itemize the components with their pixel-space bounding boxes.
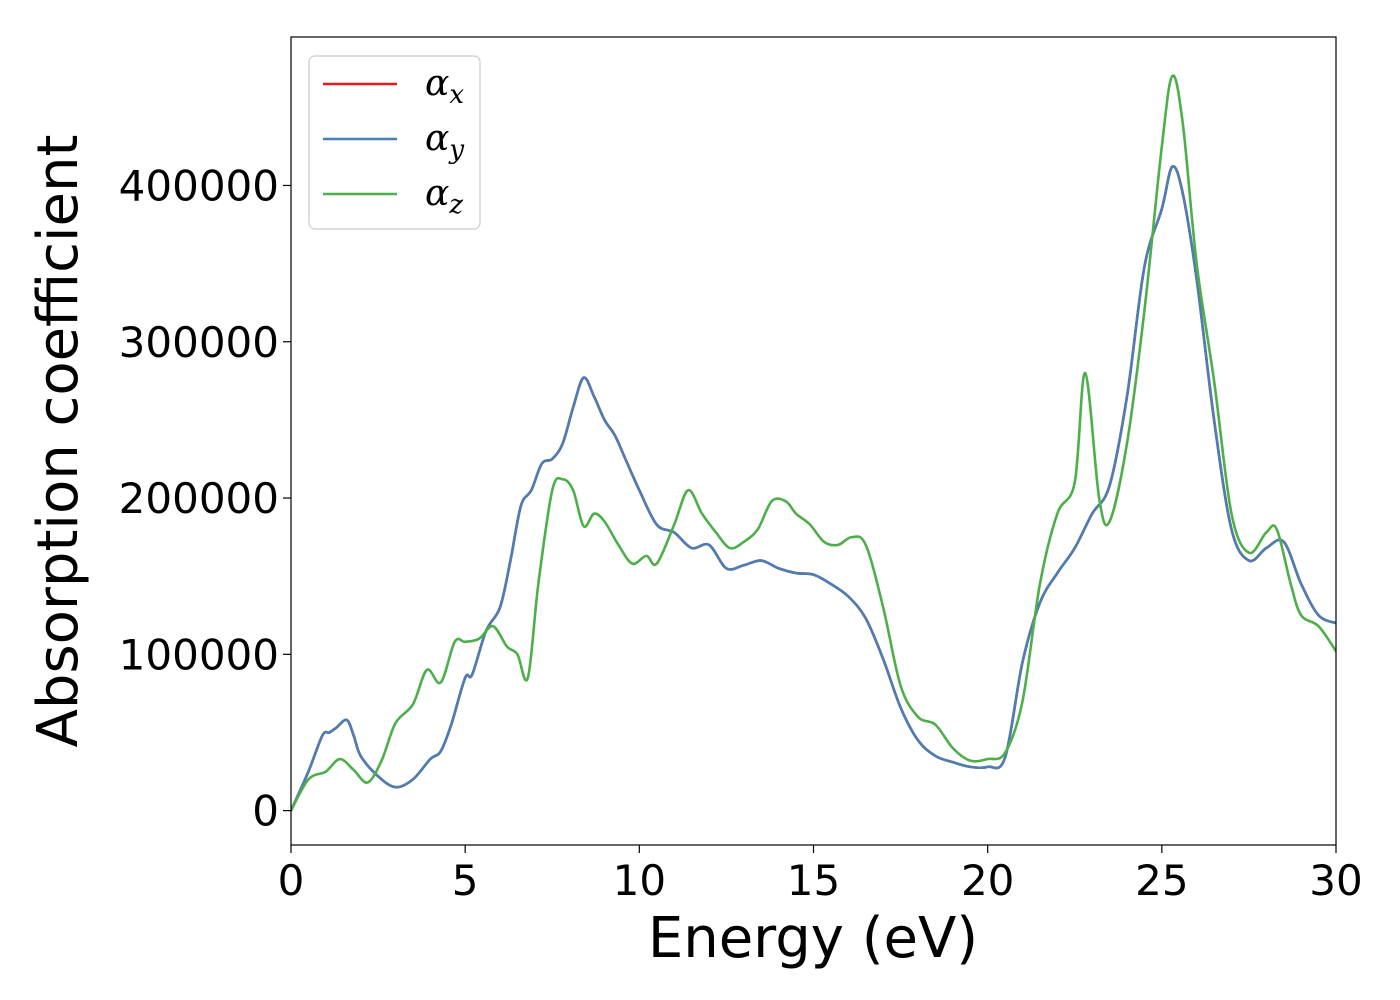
x-tick-label: 0 [278,856,305,905]
series-line-y [291,165,1336,812]
legend-label-z: αz [425,173,463,220]
series-layer [291,74,1336,812]
y-tick-label: 200000 [119,474,279,523]
x-axis-ticks: 0 5 10 15 20 25 30 [278,845,1363,905]
legend-label-x: αx [425,63,464,110]
series-line-z [291,74,1336,812]
y-axis-ticks: 0 100000 200000 300000 400000 [119,161,291,836]
y-tick-label: 400000 [119,161,279,210]
legend: αx αy αz [308,55,481,230]
x-tick-label: 15 [787,856,840,905]
x-tick-label: 10 [613,856,666,905]
x-tick-label: 20 [961,856,1014,905]
legend-box [308,55,481,230]
x-tick-label: 5 [452,856,479,905]
y-axis-label: Absorption coefficient [26,135,91,748]
x-tick-label: 25 [1135,856,1188,905]
x-tick-label: 30 [1309,856,1362,905]
legend-label-y: αy [425,118,464,165]
y-tick-label: 100000 [119,630,279,679]
y-tick-label: 300000 [119,318,279,367]
y-tick-label: 0 [252,787,279,836]
x-axis-label: Energy (eV) [648,906,978,971]
